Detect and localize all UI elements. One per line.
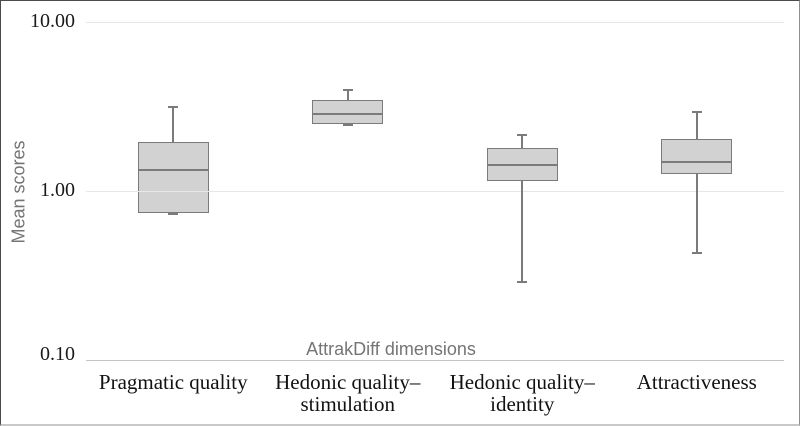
upper-whisker [346,90,349,101]
upper-whisker [172,106,175,142]
category-label: Pragmatic quality [98,370,248,394]
gridline-10.00 [86,21,784,23]
gridline-1.00 [86,190,784,192]
category-label: Hedonic quality– stimulation [275,370,421,416]
median-line [312,113,384,116]
x-axis-line [86,359,784,361]
upper-whisker-cap [691,111,702,114]
upper-whisker-cap [517,134,528,137]
lower-whisker [695,174,698,253]
box [137,141,209,214]
category-label: Hedonic quality– identity [449,370,595,416]
box [312,100,384,125]
median-line [137,168,209,171]
median-line [661,161,733,164]
y-tick-label-1: 1.00 [40,179,75,202]
x-axis-title: AttrakDiff dimensions [306,339,476,359]
upper-whisker-cap [168,105,179,108]
upper-whisker-cap [342,89,353,92]
box [661,139,733,175]
lower-whisker [521,181,524,282]
lower-whisker-cap [517,280,528,283]
y-tick-label-01: 0.10 [40,343,75,366]
y-tick-label-10: 10.00 [30,10,75,33]
category-label: Attractiveness [636,370,757,394]
lower-whisker-cap [168,213,179,216]
median-line [486,163,558,166]
upper-whisker [521,135,524,148]
lower-whisker-cap [691,251,702,254]
upper-whisker [695,112,698,140]
lower-whisker-cap [342,123,353,126]
